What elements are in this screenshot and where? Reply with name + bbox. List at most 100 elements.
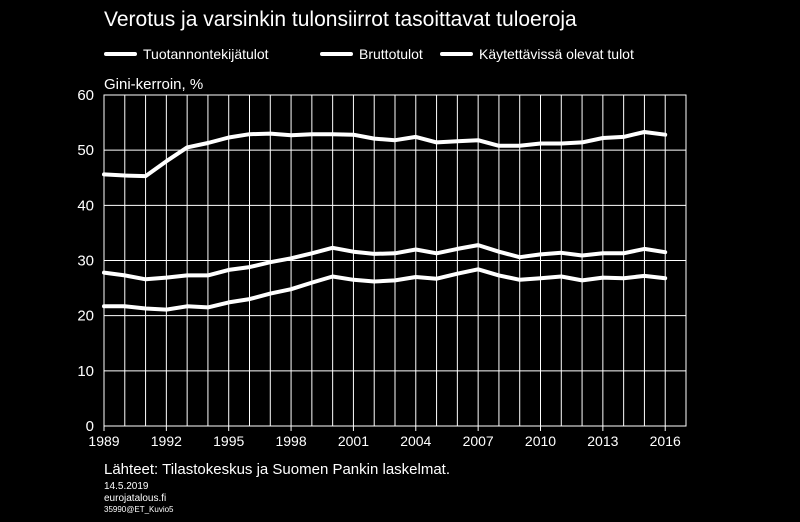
y-tick-label: 60 xyxy=(77,87,94,104)
y-tick-label: 10 xyxy=(77,363,94,380)
x-tick-label: 1995 xyxy=(213,433,244,449)
x-tick-label: 1998 xyxy=(275,433,306,449)
data-point xyxy=(601,276,605,280)
data-point xyxy=(268,260,272,264)
y-tick-label: 0 xyxy=(86,418,94,435)
data-point xyxy=(414,135,418,139)
data-point xyxy=(372,279,376,283)
data-point xyxy=(206,305,210,309)
data-point xyxy=(622,135,626,139)
data-point xyxy=(642,274,646,278)
x-tick-label: 2010 xyxy=(525,433,556,449)
data-point xyxy=(393,251,397,255)
data-point xyxy=(310,251,314,255)
data-point xyxy=(601,136,605,140)
chart-title: Verotus ja varsinkin tulonsiirrot tasoit… xyxy=(104,8,577,31)
publication-date: 14.5.2019 xyxy=(104,481,149,492)
x-tick-label: 1989 xyxy=(88,433,119,449)
series-line-1 xyxy=(102,130,668,179)
x-tick-label: 2016 xyxy=(650,433,681,449)
data-point xyxy=(206,273,210,277)
data-point xyxy=(539,276,542,280)
site-name: eurojatalous.fi xyxy=(104,493,167,504)
legend-swatch xyxy=(440,52,473,56)
data-point xyxy=(435,251,439,255)
data-point xyxy=(580,278,584,282)
data-point xyxy=(518,144,522,148)
data-point xyxy=(310,281,314,285)
legend-item-tuotannontekijatulot: Tuotannontekijätulot xyxy=(104,46,269,62)
data-point xyxy=(663,133,667,137)
data-point xyxy=(289,256,293,260)
data-point xyxy=(414,247,418,251)
data-point xyxy=(102,271,106,275)
data-point xyxy=(455,247,459,251)
data-point xyxy=(227,300,231,304)
figure-code: 35990@ET_Kuvio5 xyxy=(104,505,174,514)
data-point xyxy=(310,132,314,136)
data-point xyxy=(622,276,626,280)
data-point xyxy=(331,274,335,278)
data-point xyxy=(518,255,522,259)
data-point xyxy=(435,140,439,144)
x-tick-label: 1992 xyxy=(151,433,182,449)
series-line-2 xyxy=(102,243,668,282)
x-tick-label: 2013 xyxy=(587,433,618,449)
data-point xyxy=(455,139,459,143)
data-point xyxy=(185,273,189,277)
data-point xyxy=(455,272,459,276)
data-point xyxy=(102,304,106,308)
data-point xyxy=(123,304,127,308)
legend-swatch xyxy=(320,52,353,56)
data-point xyxy=(372,137,376,141)
data-point xyxy=(497,144,501,148)
data-point xyxy=(164,308,168,312)
y-tick-label: 40 xyxy=(77,197,94,214)
data-point xyxy=(268,292,272,296)
data-point xyxy=(642,247,646,251)
data-point xyxy=(331,132,335,136)
data-point xyxy=(206,141,210,145)
source-note: Lähteet: Tilastokeskus ja Suomen Pankin … xyxy=(104,461,451,478)
y-tick-label: 20 xyxy=(77,308,94,325)
legend-label: Käytettävissä olevat tulot xyxy=(479,46,634,62)
y-tick-label: 50 xyxy=(77,142,94,159)
data-point xyxy=(144,306,148,310)
x-tick-label: 2004 xyxy=(400,433,431,449)
y-axis-label: Gini-kerroin, % xyxy=(104,76,204,93)
data-point xyxy=(393,278,397,282)
data-point xyxy=(663,276,667,280)
data-point xyxy=(435,277,439,281)
x-tick-label: 2001 xyxy=(338,433,369,449)
data-point xyxy=(539,142,542,146)
data-point xyxy=(351,250,355,254)
data-point xyxy=(622,251,626,255)
data-point xyxy=(248,132,251,136)
data-point xyxy=(559,274,563,278)
data-point xyxy=(642,130,646,134)
data-point xyxy=(248,265,251,269)
data-point xyxy=(601,251,605,255)
legend: Tuotannontekijätulot Bruttotulot Käytett… xyxy=(0,46,800,68)
data-point xyxy=(580,254,584,258)
data-point xyxy=(663,250,667,254)
data-point xyxy=(102,172,106,176)
y-tick-label: 30 xyxy=(77,253,94,270)
data-point xyxy=(476,243,480,247)
legend-label: Bruttotulot xyxy=(359,46,423,62)
data-point xyxy=(123,273,127,277)
data-point xyxy=(393,138,397,142)
legend-label: Tuotannontekijätulot xyxy=(143,46,269,62)
legend-item-kaytettavissa-olevat-tulot: Käytettävissä olevat tulot xyxy=(440,46,634,62)
data-point xyxy=(539,252,542,256)
data-point xyxy=(559,251,563,255)
data-point xyxy=(497,273,501,277)
data-point xyxy=(123,174,127,178)
legend-swatch xyxy=(104,52,137,56)
data-point xyxy=(476,267,480,271)
data-point xyxy=(559,142,563,146)
data-point xyxy=(268,132,272,136)
data-point xyxy=(351,133,355,137)
data-point xyxy=(185,304,189,308)
